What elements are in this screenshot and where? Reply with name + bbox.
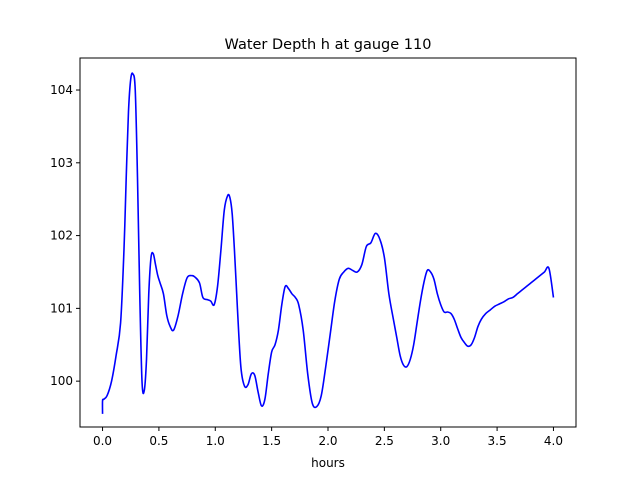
x-tick-label: 0.5 — [149, 434, 168, 448]
x-tick-label: 3.0 — [431, 434, 450, 448]
plot-area — [101, 72, 555, 414]
series-line — [101, 72, 555, 414]
x-tick-label: 2.5 — [375, 434, 394, 448]
y-tick-label: 101 — [50, 301, 73, 315]
y-axis: 100 101 102 103 104 — [50, 83, 80, 388]
x-tick-label: 1.5 — [262, 434, 281, 448]
x-axis: 0.0 0.5 1.0 1.5 2.0 2.5 3.0 3.5 4.0 — [93, 427, 563, 448]
x-tick-label: 1.0 — [206, 434, 225, 448]
y-tick-label: 102 — [50, 229, 73, 243]
y-tick-label: 100 — [50, 374, 73, 388]
x-tick-label: 3.5 — [488, 434, 507, 448]
x-axis-label: hours — [311, 456, 345, 470]
chart-title: Water Depth h at gauge 110 — [225, 37, 432, 53]
x-tick-label: 0.0 — [93, 434, 112, 448]
y-tick-label: 104 — [50, 83, 73, 97]
x-tick-label: 2.0 — [318, 434, 337, 448]
x-tick-label: 4.0 — [544, 434, 563, 448]
y-tick-label: 103 — [50, 156, 73, 170]
